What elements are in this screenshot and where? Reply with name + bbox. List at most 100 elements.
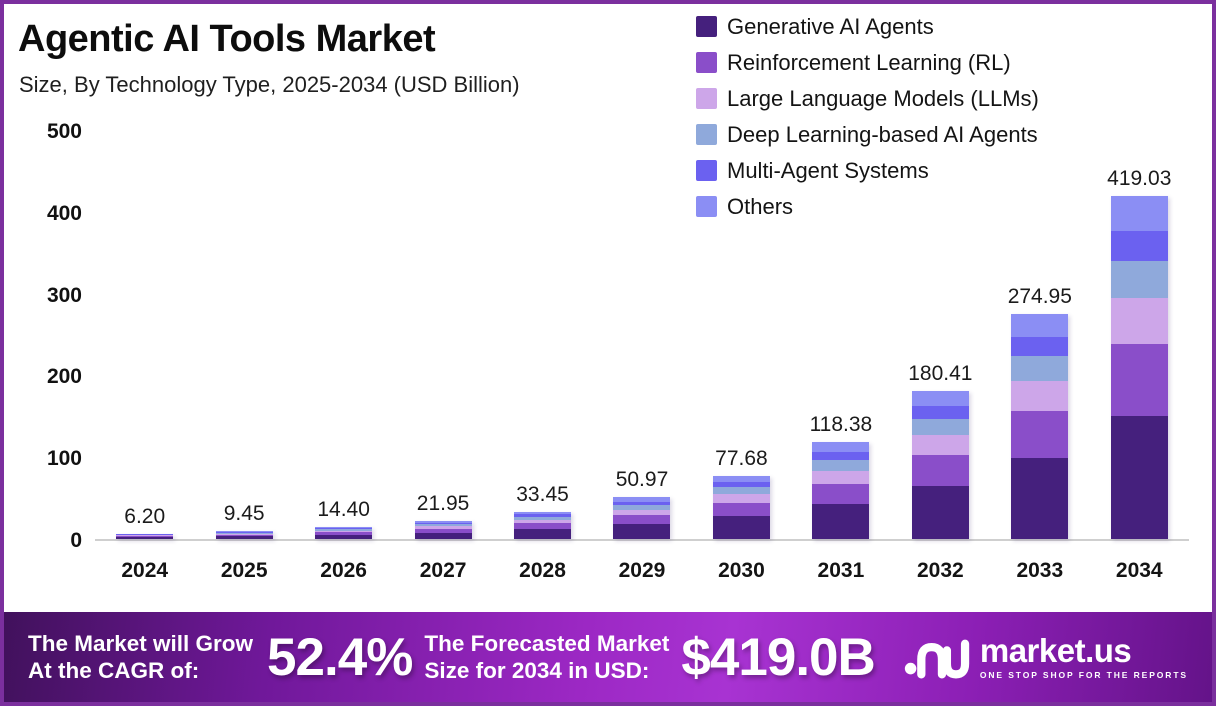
- bar-segment-2026-0: [315, 534, 373, 539]
- bar-2034: [1110, 196, 1168, 539]
- bar-segment-2029-0: [613, 524, 671, 539]
- bar-segment-2034-5: [1110, 196, 1168, 231]
- legend-swatch-icon: [696, 52, 717, 73]
- bar-segment-2028-2: [514, 519, 572, 524]
- legend-label: Large Language Models (LLMs): [727, 85, 1039, 111]
- bar-total-label-2031: 118.38: [809, 413, 873, 437]
- x-tick-2024: 2024: [121, 559, 169, 582]
- y-tick-200: 200: [46, 365, 82, 389]
- bar-segment-2031-1: [812, 483, 870, 505]
- bar-segment-2027-2: [414, 526, 472, 529]
- bar-slot-2029: 50.97: [592, 132, 691, 539]
- bar-segment-2025-4: [215, 532, 273, 533]
- legend-swatch-icon: [696, 124, 717, 145]
- legend-swatch-icon: [696, 160, 717, 181]
- bar-segment-2027-0: [414, 532, 472, 539]
- bar-segment-2031-2: [812, 471, 870, 484]
- bottom-banner: The Market will Grow At the CAGR of: 52.…: [4, 612, 1212, 702]
- bar-segment-2026-3: [315, 529, 373, 531]
- bar-total-label-2033: 274.95: [1007, 285, 1072, 309]
- x-tick-2029: 2029: [618, 559, 666, 582]
- y-tick-500: 500: [46, 120, 82, 143]
- bar-segment-2030-2: [712, 494, 770, 503]
- bar-segment-2028-5: [514, 511, 572, 515]
- bar-segment-2030-4: [712, 481, 770, 488]
- bar-total-label-2029: 50.97: [615, 468, 669, 492]
- bar-segment-2026-2: [315, 530, 373, 533]
- bar-segment-2033-4: [1011, 336, 1069, 357]
- bar-2032: [911, 391, 969, 539]
- bar-segment-2034-3: [1110, 260, 1168, 299]
- y-tick-400: 400: [46, 201, 82, 225]
- legend-label: Others: [727, 193, 794, 219]
- bar-slot-2031: 118.38: [791, 132, 890, 539]
- bar-slot-2033: 274.95: [990, 132, 1089, 539]
- legend-swatch-icon: [696, 88, 717, 109]
- cagr-label-line2: At the CAGR of:: [28, 658, 200, 683]
- x-tick-2027: 2027: [419, 559, 467, 582]
- legend-item-4: Multi-Agent Systems: [696, 156, 1039, 185]
- bar-segment-2034-2: [1110, 298, 1168, 344]
- legend-label: Reinforcement Learning (RL): [727, 49, 1011, 75]
- bar-total-label-2028: 33.45: [516, 482, 569, 506]
- bar-segment-2026-4: [315, 528, 373, 530]
- bar-segment-2032-5: [911, 391, 969, 407]
- bar-total-label-2027: 21.95: [416, 492, 470, 516]
- bar-slot-2026: 14.40: [294, 132, 393, 539]
- bar-segment-2028-1: [514, 523, 572, 530]
- x-tick-2031: 2031: [817, 559, 865, 582]
- bar-segment-2031-5: [812, 442, 870, 452]
- bar-total-label-2030: 77.68: [715, 446, 768, 470]
- bar-segment-2024-0: [116, 537, 174, 539]
- bar-segment-2030-1: [712, 502, 770, 517]
- y-tick-0: 0: [70, 529, 82, 552]
- bar-segment-2034-1: [1110, 343, 1168, 416]
- bar-segment-2029-5: [613, 497, 671, 502]
- bar-segment-2024-5: [116, 533, 174, 535]
- bar-segment-2033-2: [1011, 381, 1069, 412]
- bar-segment-2028-4: [514, 514, 572, 517]
- bar-segment-2034-0: [1110, 415, 1168, 539]
- bar-segment-2028-3: [514, 516, 572, 520]
- bar-segment-2027-5: [414, 521, 472, 523]
- bar-2027: [414, 521, 472, 539]
- bar-slot-2032: 180.41: [891, 132, 990, 539]
- bar-segment-2025-5: [215, 531, 273, 533]
- bar-segment-2031-3: [812, 460, 870, 472]
- forecast-label: The Forecasted Market Size for 2034 in U…: [424, 630, 669, 685]
- x-tick-2026: 2026: [320, 559, 367, 582]
- bar-total-label-2034: 419.03: [1107, 167, 1172, 191]
- bar-2033: [1011, 314, 1069, 539]
- bar-segment-2029-2: [613, 509, 671, 516]
- legend-item-0: Generative AI Agents: [696, 12, 1039, 41]
- bar-segment-2029-3: [613, 505, 671, 510]
- bar-segment-2031-0: [812, 504, 870, 539]
- bar-total-label-2024: 6.20: [124, 504, 166, 528]
- bar-total-label-2026: 14.40: [317, 498, 370, 522]
- bar-total-label-2032: 180.41: [908, 362, 973, 386]
- bar-segment-2025-0: [215, 536, 273, 539]
- bar-slot-2028: 33.45: [493, 132, 592, 539]
- bar-slot-2034: 419.03: [1090, 132, 1189, 539]
- bar-segment-2032-0: [911, 485, 969, 539]
- brand-tagline: ONE STOP SHOP FOR THE REPORTS: [979, 670, 1188, 680]
- brand-logo: market.us ONE STOP SHOP FOR THE REPORTS: [904, 633, 1188, 681]
- x-tick-2025: 2025: [220, 559, 268, 582]
- bar-segment-2032-1: [911, 455, 969, 486]
- bar-segment-2027-1: [414, 528, 472, 533]
- bar-segment-2033-1: [1011, 411, 1069, 459]
- legend-item-3: Deep Learning-based AI Agents: [696, 120, 1039, 149]
- legend-item-2: Large Language Models (LLMs): [696, 84, 1039, 113]
- chart-legend: Generative AI Agents Reinforcement Learni…: [696, 12, 1039, 221]
- cagr-value: 52.4%: [267, 627, 413, 687]
- legend-item-1: Reinforcement Learning (RL): [696, 48, 1039, 77]
- x-axis: 2024 2025 2026 2027 2028 2029 2030 2031 2032 2033…: [95, 559, 1189, 583]
- bar-segment-2024-3: [116, 534, 174, 536]
- bar-2024: [116, 533, 174, 539]
- forecast-label-line1: The Forecasted Market: [424, 630, 670, 656]
- bar-segment-2030-3: [712, 487, 770, 495]
- bar-2030: [712, 475, 770, 539]
- bar-slot-2030: 77.68: [692, 132, 791, 539]
- brand-text: market.us ONE STOP SHOP FOR THE REPORTS: [980, 634, 1188, 680]
- bar-segment-2025-1: [215, 534, 273, 537]
